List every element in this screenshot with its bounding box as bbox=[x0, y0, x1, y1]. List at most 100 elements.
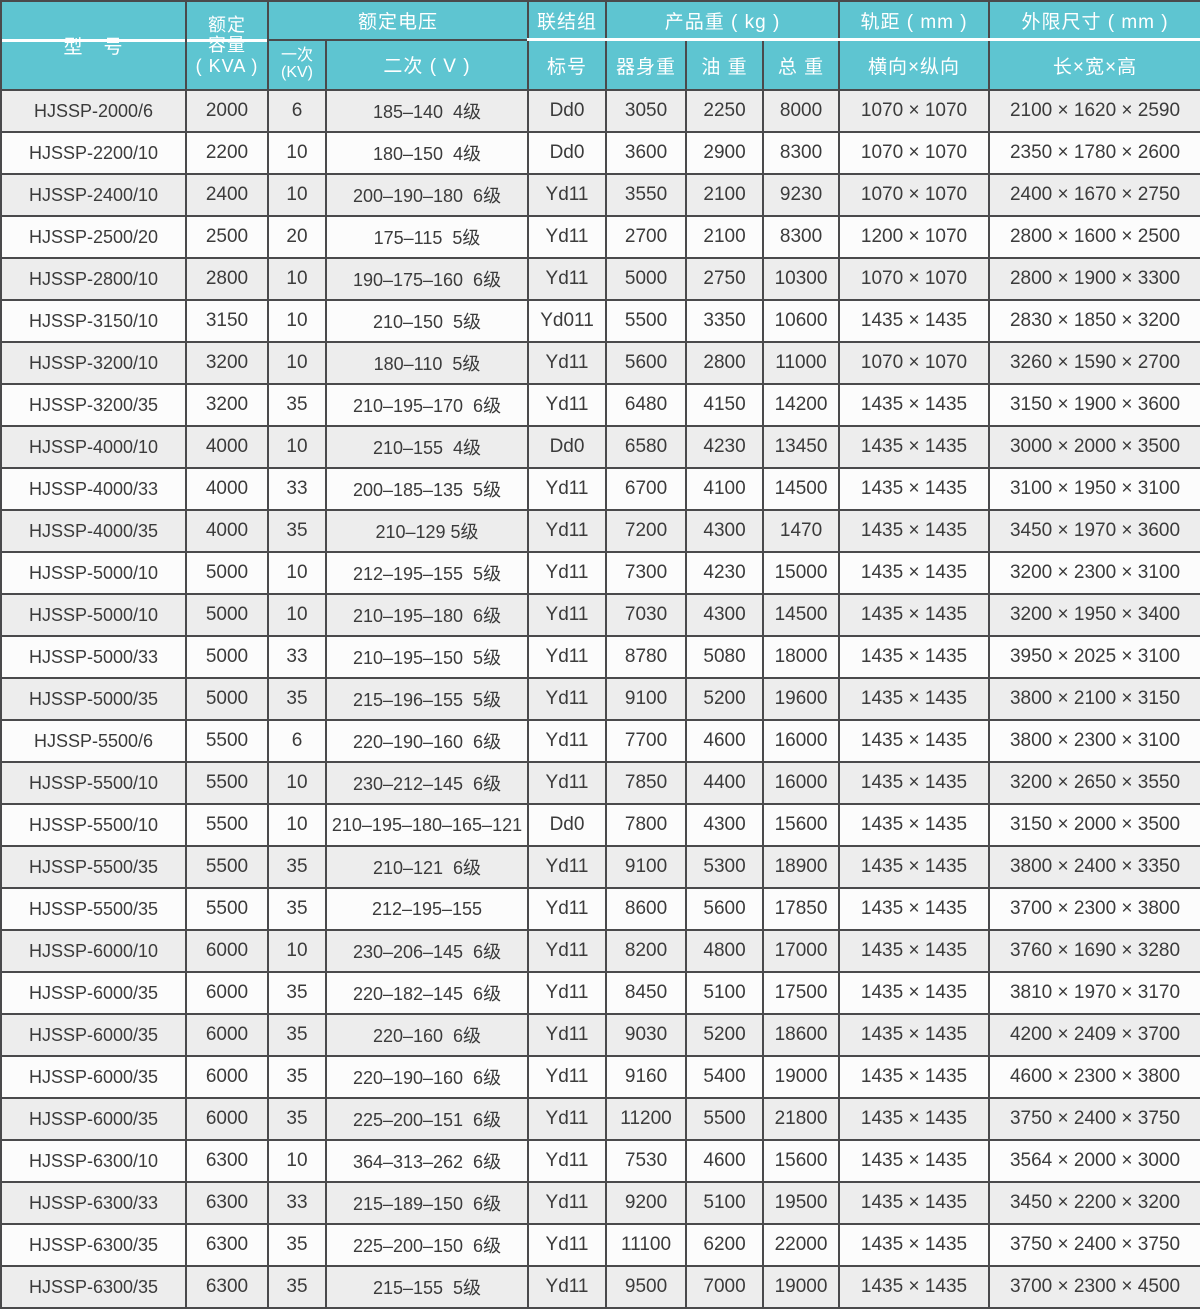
cell-oil-weight: 5200 bbox=[685, 1013, 765, 1057]
cell-connection-group: Yd11 bbox=[527, 971, 608, 1015]
cell-model: HJSSP-3150/10 bbox=[0, 299, 187, 343]
cell-primary-voltage: 35 bbox=[267, 1223, 327, 1267]
cell-primary-voltage: 33 bbox=[267, 1181, 327, 1225]
cell-model: HJSSP-2500/20 bbox=[0, 215, 187, 259]
cell-oil-weight: 4300 bbox=[685, 509, 765, 553]
cell-total-weight: 22000 bbox=[762, 1223, 841, 1267]
cell-total-weight: 18000 bbox=[762, 635, 841, 679]
cell-gauge: 1435 × 1435 bbox=[838, 677, 991, 721]
table-row: HJSSP-5000/33 5000 33 210–195–150 5级 Yd1… bbox=[0, 635, 1200, 679]
cell-oil-weight: 2900 bbox=[685, 131, 765, 175]
cell-secondary-voltage: 210–195–180–165–121 bbox=[324, 803, 530, 847]
cell-gauge: 1435 × 1435 bbox=[838, 761, 991, 805]
table-row: HJSSP-2200/10 2200 10 180–150 4级 Dd0 360… bbox=[0, 131, 1200, 175]
cell-secondary-voltage: 215–196–155 5级 bbox=[324, 677, 530, 721]
cell-body-weight: 6580 bbox=[605, 425, 688, 469]
cell-secondary-voltage: 210–195–150 5级 bbox=[324, 635, 530, 679]
cell-primary-voltage: 10 bbox=[267, 551, 327, 595]
cell-primary-voltage: 35 bbox=[267, 971, 327, 1015]
table-body: HJSSP-2000/6 2000 6 185–140 4级 Dd0 3050 … bbox=[0, 89, 1200, 1309]
cell-capacity: 5000 bbox=[185, 677, 269, 721]
cell-capacity: 2200 bbox=[185, 131, 269, 175]
table-row: HJSSP-4000/10 4000 10 210–155 4级 Dd0 658… bbox=[0, 425, 1200, 469]
cell-primary-voltage: 10 bbox=[267, 131, 327, 175]
cell-total-weight: 17500 bbox=[762, 971, 841, 1015]
cell-total-weight: 1470 bbox=[762, 509, 841, 553]
cell-total-weight: 17000 bbox=[762, 929, 841, 973]
cell-capacity: 5500 bbox=[185, 887, 269, 931]
table-row: HJSSP-6000/35 6000 35 220–160 6级 Yd11 90… bbox=[0, 1013, 1200, 1057]
cell-connection-group: Yd11 bbox=[527, 257, 608, 301]
cell-secondary-voltage: 180–110 5级 bbox=[324, 341, 530, 385]
cell-capacity: 3150 bbox=[185, 299, 269, 343]
cell-body-weight: 7700 bbox=[605, 719, 688, 763]
cell-oil-weight: 5400 bbox=[685, 1055, 765, 1099]
cell-total-weight: 21800 bbox=[762, 1097, 841, 1141]
cell-oil-weight: 2100 bbox=[685, 215, 765, 259]
table-row: HJSSP-5500/35 5500 35 210–121 6级 Yd11 91… bbox=[0, 845, 1200, 889]
cell-dimensions: 3150 × 1900 × 3600 bbox=[988, 383, 1200, 427]
cell-dimensions: 2830 × 1850 × 3200 bbox=[988, 299, 1200, 343]
cell-oil-weight: 5300 bbox=[685, 845, 765, 889]
cell-gauge: 1435 × 1435 bbox=[838, 887, 991, 931]
cell-model: HJSSP-5500/10 bbox=[0, 803, 187, 847]
cell-oil-weight: 4230 bbox=[685, 551, 765, 595]
header-gauge-sub: 横向×纵向 bbox=[838, 38, 991, 91]
cell-body-weight: 9160 bbox=[605, 1055, 688, 1099]
table-row: HJSSP-2800/10 2800 10 190–175–160 6级 Yd1… bbox=[0, 257, 1200, 301]
cell-gauge: 1435 × 1435 bbox=[838, 299, 991, 343]
cell-connection-group: Yd11 bbox=[527, 509, 608, 553]
cell-connection-group: Yd11 bbox=[527, 1181, 608, 1225]
cell-oil-weight: 5200 bbox=[685, 677, 765, 721]
cell-oil-weight: 7000 bbox=[685, 1265, 765, 1309]
cell-dimensions: 3750 × 2400 × 3750 bbox=[988, 1097, 1200, 1141]
cell-model: HJSSP-2400/10 bbox=[0, 173, 187, 217]
cell-oil-weight: 4300 bbox=[685, 803, 765, 847]
cell-capacity: 6300 bbox=[185, 1139, 269, 1183]
cell-oil-weight: 5600 bbox=[685, 887, 765, 931]
cell-body-weight: 7200 bbox=[605, 509, 688, 553]
cell-secondary-voltage: 210–195–180 6级 bbox=[324, 593, 530, 637]
cell-total-weight: 11000 bbox=[762, 341, 841, 385]
cell-primary-voltage: 35 bbox=[267, 1265, 327, 1309]
table-header: 型 号 额定 容量 ( KVA ) 额定电压 联结组 产品重 ( kg ) 轨距… bbox=[0, 0, 1200, 91]
cell-body-weight: 5500 bbox=[605, 299, 688, 343]
cell-gauge: 1435 × 1435 bbox=[838, 971, 991, 1015]
cell-total-weight: 10600 bbox=[762, 299, 841, 343]
cell-capacity: 5500 bbox=[185, 719, 269, 763]
cell-secondary-voltage: 210–129 5级 bbox=[324, 509, 530, 553]
cell-oil-weight: 2100 bbox=[685, 173, 765, 217]
cell-capacity: 5500 bbox=[185, 845, 269, 889]
cell-primary-voltage: 35 bbox=[267, 677, 327, 721]
cell-oil-weight: 4800 bbox=[685, 929, 765, 973]
cell-secondary-voltage: 215–189–150 6级 bbox=[324, 1181, 530, 1225]
cell-dimensions: 2100 × 1620 × 2590 bbox=[988, 89, 1200, 133]
cell-total-weight: 18900 bbox=[762, 845, 841, 889]
cell-body-weight: 6480 bbox=[605, 383, 688, 427]
cell-capacity: 6300 bbox=[185, 1265, 269, 1309]
cell-capacity: 6000 bbox=[185, 1097, 269, 1141]
cell-model: HJSSP-6000/35 bbox=[0, 971, 187, 1015]
cell-primary-voltage: 10 bbox=[267, 1139, 327, 1183]
table-row: HJSSP-6300/35 6300 35 215–155 5级 Yd11 95… bbox=[0, 1265, 1200, 1309]
cell-total-weight: 19600 bbox=[762, 677, 841, 721]
cell-total-weight: 10300 bbox=[762, 257, 841, 301]
cell-capacity: 6000 bbox=[185, 1013, 269, 1057]
cell-connection-group: Dd0 bbox=[527, 425, 608, 469]
cell-model: HJSSP-5000/10 bbox=[0, 593, 187, 637]
cell-oil-weight: 5100 bbox=[685, 971, 765, 1015]
cell-secondary-voltage: 230–206–145 6级 bbox=[324, 929, 530, 973]
header-body-weight: 器身重 bbox=[605, 38, 688, 91]
cell-dimensions: 3800 × 2300 × 3100 bbox=[988, 719, 1200, 763]
cell-total-weight: 19000 bbox=[762, 1265, 841, 1309]
cell-secondary-voltage: 364–313–262 6级 bbox=[324, 1139, 530, 1183]
cell-body-weight: 7850 bbox=[605, 761, 688, 805]
cell-dimensions: 3564 × 2000 × 3000 bbox=[988, 1139, 1200, 1183]
cell-connection-group: Yd11 bbox=[527, 341, 608, 385]
table-row: HJSSP-3150/10 3150 10 210–150 5级 Yd011 5… bbox=[0, 299, 1200, 343]
cell-total-weight: 15600 bbox=[762, 803, 841, 847]
cell-connection-group: Yd11 bbox=[527, 551, 608, 595]
cell-model: HJSSP-3200/35 bbox=[0, 383, 187, 427]
cell-gauge: 1435 × 1435 bbox=[838, 1265, 991, 1309]
